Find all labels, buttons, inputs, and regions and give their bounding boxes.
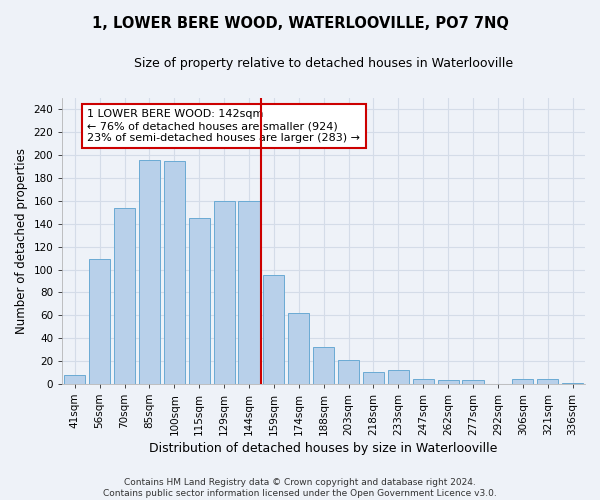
Bar (363, 372, 384, 384)
Bar (562, 383, 583, 384)
Y-axis label: Number of detached properties: Number of detached properties (15, 148, 28, 334)
Bar (188, 218, 210, 384)
Bar (263, 276, 284, 384)
Bar (413, 380, 434, 384)
Bar (288, 313, 310, 384)
Bar (338, 360, 359, 384)
Bar (238, 201, 260, 384)
Bar (214, 201, 235, 384)
Title: Size of property relative to detached houses in Waterlooville: Size of property relative to detached ho… (134, 58, 513, 70)
Bar (164, 161, 185, 384)
Text: Contains HM Land Registry data © Crown copyright and database right 2024.
Contai: Contains HM Land Registry data © Crown c… (103, 478, 497, 498)
Text: 1, LOWER BERE WOOD, WATERLOOVILLE, PO7 7NQ: 1, LOWER BERE WOOD, WATERLOOVILLE, PO7 7… (92, 16, 508, 31)
Bar (537, 380, 558, 384)
Bar (114, 208, 135, 384)
Bar (313, 348, 334, 384)
Bar (139, 160, 160, 384)
Bar (512, 380, 533, 384)
Bar (463, 380, 484, 384)
Bar (437, 380, 458, 384)
Bar (64, 375, 85, 384)
Bar (388, 370, 409, 384)
Text: 1 LOWER BERE WOOD: 142sqm
← 76% of detached houses are smaller (924)
23% of semi: 1 LOWER BERE WOOD: 142sqm ← 76% of detac… (87, 110, 360, 142)
Bar (89, 260, 110, 384)
X-axis label: Distribution of detached houses by size in Waterlooville: Distribution of detached houses by size … (149, 442, 498, 455)
